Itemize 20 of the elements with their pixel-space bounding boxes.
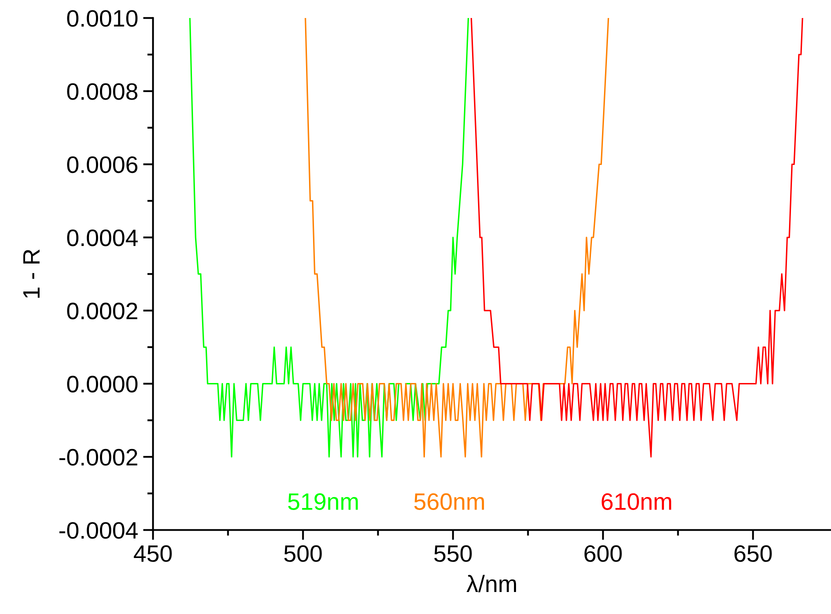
x-axis-title: λ/nm xyxy=(466,574,516,592)
y-tick-label: 0.0008 xyxy=(67,83,138,100)
y-axis-title: 1 - R xyxy=(23,250,40,298)
line-series xyxy=(304,18,610,458)
x-tick-label: 500 xyxy=(284,545,322,562)
x-tick-label: 550 xyxy=(434,545,472,562)
series-label: 519nm xyxy=(288,493,358,510)
y-tick-label: 0.0006 xyxy=(67,156,138,174)
series-label: 610nm xyxy=(602,493,672,510)
y-tick-label: 0.0004 xyxy=(67,229,138,246)
series-label: 560nm xyxy=(414,493,484,510)
y-tick-label: 0.0010 xyxy=(67,10,138,27)
y-tick-label: -0.0002 xyxy=(59,448,138,466)
x-tick-label: 600 xyxy=(584,545,622,562)
x-tick-label: 450 xyxy=(134,545,172,562)
line-series xyxy=(470,18,804,458)
y-tick-label: 0.0000 xyxy=(67,376,138,392)
x-tick-label: 650 xyxy=(734,545,772,562)
y-tick-label: 0.0002 xyxy=(67,302,138,320)
y-tick-label: -0.0004 xyxy=(59,522,138,539)
